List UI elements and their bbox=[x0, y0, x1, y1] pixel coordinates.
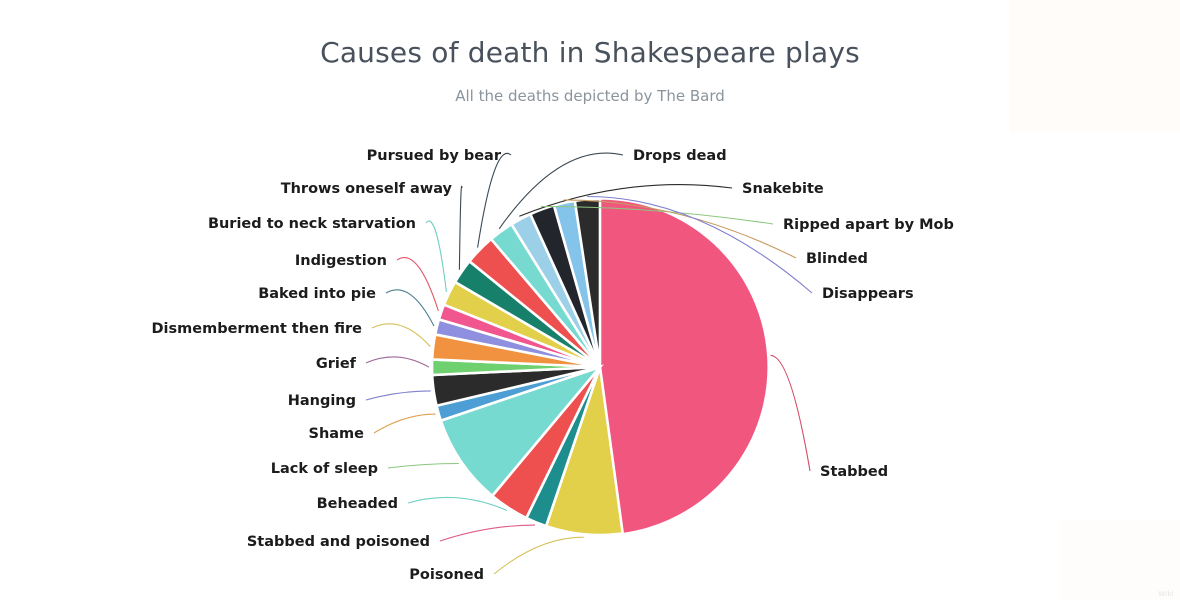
leader-line bbox=[770, 354, 811, 472]
slice-label: Disappears bbox=[822, 286, 914, 302]
pie-slice[interactable] bbox=[439, 364, 604, 498]
slice-label: Pursued by bear bbox=[367, 148, 502, 164]
leader-line bbox=[439, 524, 536, 542]
slice-label: Stabbed and poisoned bbox=[247, 534, 430, 550]
leader-line bbox=[425, 220, 447, 292]
slice-label: Throws oneself away bbox=[281, 181, 453, 197]
leader-line bbox=[477, 152, 512, 248]
slice-label: Dismemberment then fire bbox=[152, 321, 363, 337]
slice-label: Blinded bbox=[806, 251, 868, 267]
leader-line bbox=[540, 205, 774, 225]
leader-line bbox=[365, 356, 430, 368]
leader-line bbox=[385, 289, 435, 327]
slice-label: Hanging bbox=[288, 393, 356, 409]
page-title: Causes of death in Shakespeare plays bbox=[320, 36, 860, 69]
slice-label: Grief bbox=[316, 356, 357, 372]
slice-label: Beheaded bbox=[317, 496, 398, 512]
leader-line bbox=[387, 462, 459, 469]
leader-line bbox=[373, 413, 436, 434]
page-subtitle: All the deaths depicted by The Bard bbox=[455, 87, 725, 105]
pie-slice[interactable] bbox=[599, 198, 769, 535]
leader-line bbox=[493, 536, 584, 575]
watermark: Wiki bbox=[1158, 590, 1174, 598]
slice-label: Snakebite bbox=[742, 181, 824, 197]
slice-label: Shame bbox=[309, 426, 365, 442]
leader-line bbox=[587, 195, 813, 294]
leader-line bbox=[365, 390, 431, 401]
pie-slice[interactable] bbox=[573, 197, 602, 368]
slice-label: Ripped apart by Mob bbox=[783, 217, 954, 233]
pie-slice-group bbox=[430, 197, 769, 537]
leader-line bbox=[407, 496, 508, 512]
slice-label: Buried to neck starvation bbox=[208, 216, 416, 232]
leader-line bbox=[371, 323, 431, 347]
leader-line bbox=[458, 185, 463, 270]
slice-label: Drops dead bbox=[633, 148, 727, 164]
slice-label: Poisoned bbox=[409, 567, 484, 583]
slice-label: Stabbed bbox=[820, 464, 888, 480]
slice-label: Indigestion bbox=[295, 253, 387, 269]
leader-line bbox=[498, 152, 624, 230]
leader-line-group bbox=[365, 152, 813, 575]
leader-line bbox=[396, 257, 439, 312]
leader-line bbox=[563, 199, 797, 259]
slice-label: Lack of sleep bbox=[271, 461, 378, 477]
slice-label-group: Pursued by bear Drops dead Throws oneself … bbox=[152, 148, 954, 583]
slice-label: Baked into pie bbox=[258, 286, 376, 302]
